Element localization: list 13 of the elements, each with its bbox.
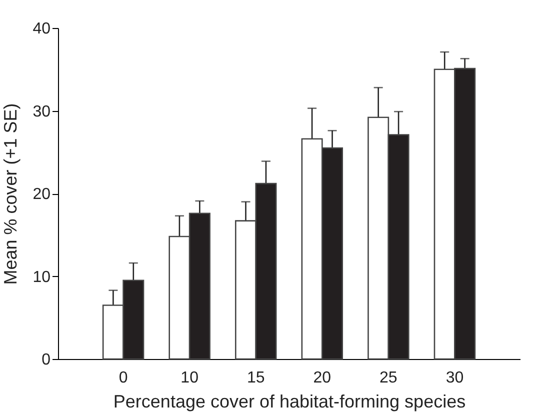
y-tick-label: 30 [32, 103, 51, 120]
x-tick-label: 15 [246, 370, 265, 386]
y-tick-label: 40 [32, 20, 51, 38]
y-tick-label: 0 [42, 352, 51, 368]
x-tick-label: 0 [118, 370, 128, 386]
x-tick-label: 20 [313, 370, 332, 386]
x-tick-label: 30 [446, 370, 464, 386]
x-tick-label: 25 [380, 370, 398, 386]
x-axis-title: Percentage cover of habitat-forming species [113, 392, 466, 412]
x-tick-label: 10 [180, 370, 199, 386]
y-tick-label: 10 [32, 268, 51, 286]
y-tick-label: 20 [32, 186, 51, 203]
y-axis-title: Mean % cover (+1 SE) [0, 103, 21, 285]
